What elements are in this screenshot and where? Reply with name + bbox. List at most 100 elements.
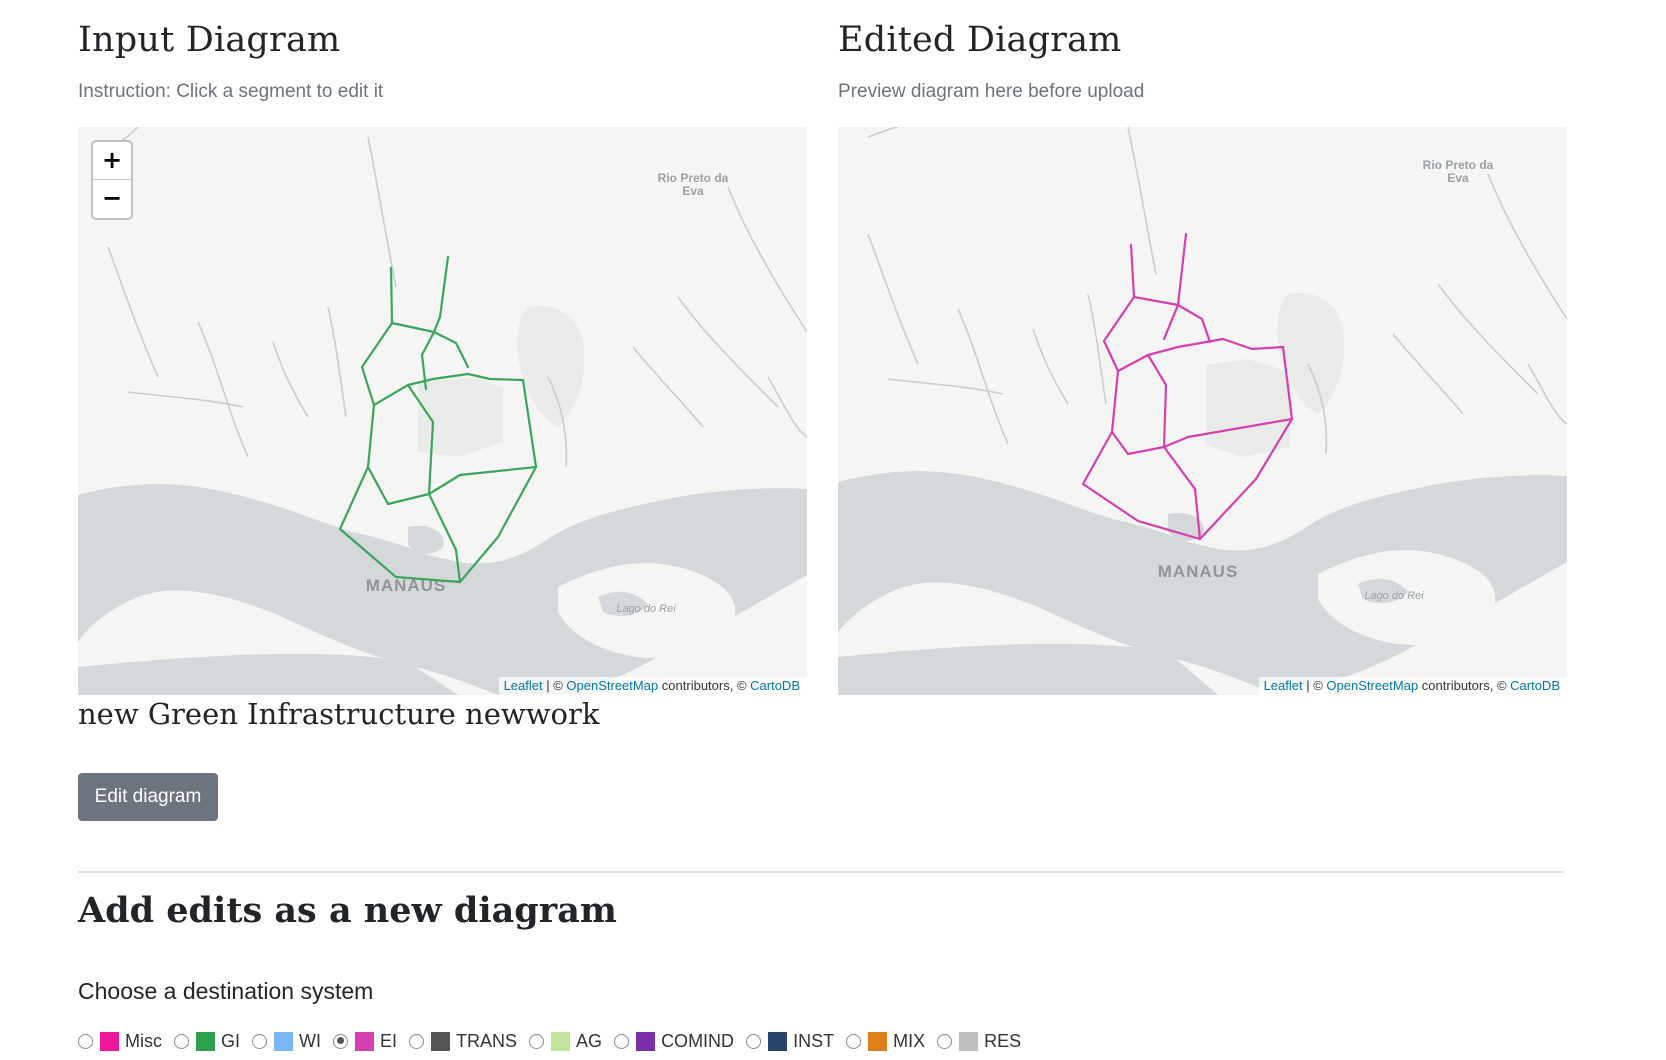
cartodb-link[interactable]: CartoDB <box>1510 678 1560 693</box>
input-diagram-title: Input Diagram <box>78 20 341 60</box>
system-option-res[interactable]: RES <box>937 1031 1027 1052</box>
system-label-gi: GI <box>221 1030 241 1051</box>
leaflet-link[interactable]: Leaflet <box>503 678 543 693</box>
network-segment-15[interactable] <box>338 465 462 584</box>
system-option-mix[interactable]: MIX <box>846 1031 931 1052</box>
network-segment-13[interactable] <box>1162 445 1202 541</box>
cartodb-link[interactable]: CartoDB <box>750 678 800 693</box>
network-name: new Green Infrastructure newwork <box>78 697 600 731</box>
network-segment-10[interactable] <box>521 378 538 469</box>
input-map-canvas[interactable]: Rio Preto da Eva MANAUS Lago do Rei <box>78 127 807 695</box>
leaflet-link[interactable]: Leaflet <box>1263 678 1303 693</box>
radio-inst[interactable] <box>746 1033 762 1049</box>
osm-link[interactable]: OpenStreetMap <box>566 678 659 693</box>
urban-park <box>418 377 503 457</box>
attribution-contrib: contributors, © <box>1418 678 1511 693</box>
radio-res[interactable] <box>937 1033 953 1049</box>
city-label-manaus: MANAUS <box>366 576 447 595</box>
network-segment-8[interactable] <box>366 403 376 469</box>
place-label-rio-preto: Rio Preto da <box>658 171 729 185</box>
network-segment-7[interactable] <box>372 383 410 407</box>
network-segment-9[interactable] <box>1146 353 1168 449</box>
radio-comind[interactable] <box>614 1033 630 1049</box>
color-swatch-ag <box>551 1031 571 1051</box>
color-swatch-ei <box>355 1031 375 1051</box>
place-label-eva: Eva <box>1447 171 1469 185</box>
network-segment-5[interactable] <box>1162 303 1180 341</box>
system-option-misc[interactable]: Misc <box>78 1031 168 1052</box>
system-option-comind[interactable]: COMIND <box>614 1031 740 1052</box>
network-segment-13[interactable] <box>427 492 462 584</box>
system-option-ei[interactable]: EI <box>333 1031 403 1052</box>
network-segment-11[interactable] <box>366 465 431 506</box>
network-segment-14[interactable] <box>458 465 538 584</box>
island-inlet-water <box>598 591 648 617</box>
network-segment-7[interactable] <box>1116 353 1150 373</box>
reserve-area <box>517 306 585 427</box>
edited-map-canvas[interactable]: Rio Preto da Eva MANAUS Lago do Rei <box>838 127 1567 695</box>
network-segment-14[interactable] <box>1198 417 1294 541</box>
color-swatch-misc <box>100 1031 119 1051</box>
network-segment-12[interactable] <box>1162 417 1294 449</box>
radio-mix[interactable] <box>846 1033 862 1049</box>
system-label-res: RES <box>984 1030 1022 1051</box>
system-label-inst: INST <box>793 1030 835 1051</box>
radio-misc[interactable] <box>78 1033 93 1049</box>
system-label-misc: Misc <box>125 1030 162 1051</box>
place-label-lago-do-rei: Lago do Rei <box>1364 590 1424 602</box>
network-overlay[interactable] <box>1081 232 1294 541</box>
network-segment-6[interactable] <box>406 372 525 387</box>
system-option-trans[interactable]: TRANS <box>409 1031 523 1052</box>
radio-ag[interactable] <box>529 1033 545 1049</box>
network-segment-10[interactable] <box>1281 345 1294 421</box>
network-segment-2[interactable] <box>1176 232 1188 307</box>
network-segment-5[interactable] <box>420 330 436 391</box>
network-segment-4[interactable] <box>1102 295 1136 373</box>
network-overlay[interactable] <box>338 255 538 584</box>
system-option-gi[interactable]: GI <box>174 1031 246 1052</box>
osm-link[interactable]: OpenStreetMap <box>1326 678 1419 693</box>
attribution-contrib: contributors, © <box>658 678 751 693</box>
radio-gi[interactable] <box>174 1033 189 1049</box>
zoom-control: + − <box>91 140 133 220</box>
system-option-inst[interactable]: INST <box>746 1031 840 1052</box>
edited-map[interactable]: Rio Preto da Eva MANAUS Lago do Rei Leaf… <box>838 127 1567 695</box>
network-segment-15[interactable] <box>1081 430 1202 541</box>
network-segment-8[interactable] <box>1110 369 1120 434</box>
network-segment-12[interactable] <box>427 465 538 496</box>
network-segment-4[interactable] <box>360 321 394 407</box>
lake-water <box>408 525 444 554</box>
urban-park <box>1206 359 1290 457</box>
radio-wi[interactable] <box>252 1033 268 1049</box>
color-swatch-mix <box>868 1031 888 1051</box>
attribution-sep: | © <box>1302 678 1327 693</box>
radio-ei[interactable] <box>333 1033 349 1049</box>
color-swatch-gi <box>196 1031 215 1051</box>
network-segment-9[interactable] <box>406 383 435 496</box>
network-segment-2[interactable] <box>432 255 450 334</box>
city-label-manaus: MANAUS <box>1158 562 1239 581</box>
zoom-in-button[interactable]: + <box>93 142 131 180</box>
radio-trans[interactable] <box>409 1033 425 1049</box>
reserve-area <box>1277 293 1345 414</box>
streams <box>107 127 807 468</box>
place-label-eva: Eva <box>682 184 704 198</box>
network-segment-6[interactable] <box>1146 337 1285 357</box>
network-segment-1[interactable] <box>389 266 394 325</box>
color-swatch-comind <box>636 1031 656 1051</box>
section-divider <box>78 871 1564 873</box>
color-swatch-res <box>959 1031 979 1051</box>
system-label-mix: MIX <box>893 1030 926 1051</box>
basemap: Rio Preto da Eva MANAUS Lago do Rei <box>78 127 807 695</box>
input-map[interactable]: Rio Preto da Eva MANAUS Lago do Rei + − … <box>78 127 807 695</box>
color-swatch-trans <box>431 1031 451 1051</box>
system-option-ag[interactable]: AG <box>529 1031 608 1052</box>
system-option-wi[interactable]: WI <box>252 1031 327 1052</box>
lake-water <box>1168 512 1204 541</box>
network-segment-1[interactable] <box>1129 243 1136 299</box>
edit-diagram-button[interactable]: Edit diagram <box>78 773 218 821</box>
network-segment-3[interactable] <box>390 321 470 369</box>
zoom-out-button[interactable]: − <box>93 180 131 218</box>
network-segment-3[interactable] <box>1132 295 1212 344</box>
network-segment-11[interactable] <box>1110 430 1166 456</box>
